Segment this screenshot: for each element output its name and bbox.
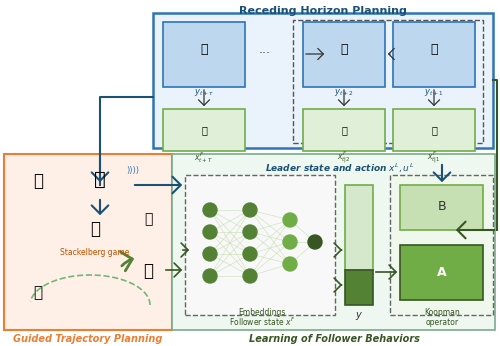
Text: 🚜: 🚜 <box>143 262 153 280</box>
Circle shape <box>203 225 217 239</box>
Bar <box>293 20 483 143</box>
Text: A: A <box>437 265 447 279</box>
Text: $x^F_{t|2}$: $x^F_{t|2}$ <box>338 150 350 166</box>
Text: $x^F_{t|1}$: $x^F_{t|1}$ <box>428 150 440 166</box>
Circle shape <box>203 247 217 261</box>
Text: $y$: $y$ <box>355 310 363 322</box>
Bar <box>163 22 245 87</box>
Bar <box>390 175 493 315</box>
Text: Embeddings: Embeddings <box>238 308 286 317</box>
Text: 🚜: 🚜 <box>431 125 437 135</box>
Bar <box>393 109 475 151</box>
Text: B: B <box>438 200 446 213</box>
Text: 🤖: 🤖 <box>200 43 208 56</box>
Text: Guided Trajectory Planning: Guided Trajectory Planning <box>14 334 162 344</box>
Bar <box>4 154 172 330</box>
Circle shape <box>283 235 297 249</box>
Circle shape <box>283 257 297 271</box>
Text: Stackelberg game: Stackelberg game <box>60 248 130 257</box>
Bar <box>393 22 475 87</box>
Text: 📍: 📍 <box>34 285 42 300</box>
Bar <box>400 245 483 300</box>
Text: 🚧: 🚧 <box>33 172 43 190</box>
Bar <box>172 154 495 330</box>
Text: ···: ··· <box>259 47 271 61</box>
Text: Leader state and action $x^L, u^L$: Leader state and action $x^L, u^L$ <box>266 162 414 175</box>
Circle shape <box>308 235 322 249</box>
Circle shape <box>283 213 297 227</box>
Text: 🤖: 🤖 <box>340 43 348 56</box>
Text: Koopman
operator: Koopman operator <box>424 308 460 327</box>
Text: 🤖: 🤖 <box>430 43 438 56</box>
Bar <box>400 185 483 230</box>
Text: Learning of Follower Behaviors: Learning of Follower Behaviors <box>248 334 420 344</box>
Bar <box>163 109 245 151</box>
Circle shape <box>243 225 257 239</box>
Text: )))): )))) <box>126 166 139 175</box>
Bar <box>153 13 493 148</box>
Circle shape <box>203 269 217 283</box>
Bar <box>303 22 385 87</box>
Bar <box>185 175 335 315</box>
Text: $y_{t+2}$: $y_{t+2}$ <box>334 88 354 99</box>
Text: 🤖: 🤖 <box>94 170 106 189</box>
Text: 🚜: 🚜 <box>341 125 347 135</box>
Text: 🏘: 🏘 <box>90 220 100 238</box>
Bar <box>303 109 385 151</box>
Text: $x^F_{t+T}$: $x^F_{t+T}$ <box>194 151 214 165</box>
Text: $y_{t+\tau}$: $y_{t+\tau}$ <box>194 88 214 99</box>
Circle shape <box>243 203 257 217</box>
Text: Follower state $x^F$: Follower state $x^F$ <box>229 316 295 328</box>
Circle shape <box>243 269 257 283</box>
Text: 🚜: 🚜 <box>201 125 207 135</box>
Text: Receding Horizon Planning: Receding Horizon Planning <box>239 6 407 16</box>
Bar <box>345 270 373 305</box>
Bar <box>345 185 373 270</box>
Text: 🚧: 🚧 <box>144 212 152 226</box>
Circle shape <box>203 203 217 217</box>
Text: $y_{t+1}$: $y_{t+1}$ <box>424 88 444 99</box>
Circle shape <box>243 247 257 261</box>
